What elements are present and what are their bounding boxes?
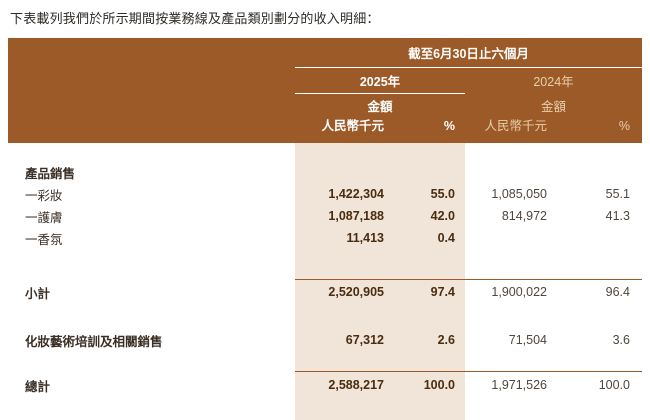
- unit-label-2025: 人民幣千元: [321, 119, 384, 133]
- amount-2024: 814,972: [501, 209, 547, 223]
- pct-label-2025: %: [443, 119, 455, 133]
- amount-2024: 1,971,526: [491, 378, 547, 392]
- table-row-product-sales: 產品銷售: [8, 161, 642, 183]
- amount-label-2025: 金額: [367, 100, 393, 114]
- header-year-row: 2025年 2024年: [8, 68, 642, 94]
- row-label: 一護膚: [25, 210, 63, 225]
- table-row-skincare: 一護膚 1,087,188 42.0 814,972 41.3: [8, 205, 642, 227]
- amount-label-2024: 金額: [540, 100, 566, 114]
- unit-label-2024: 人民幣千元: [484, 119, 547, 133]
- amount-2025: 67,312: [345, 333, 384, 347]
- row-label: 一香氛: [25, 232, 63, 247]
- row-label: 一彩妝: [25, 188, 63, 203]
- amount-2024: 71,504: [508, 333, 547, 347]
- pct-2024: 96.4: [605, 285, 630, 299]
- subtotal-rule-line: [295, 279, 642, 280]
- pct-2024: 41.3: [605, 209, 630, 223]
- pct-2024: 100.0: [598, 378, 630, 392]
- header-amount-row: 金額 金額: [8, 94, 642, 116]
- pct-2025: 0.4: [437, 231, 455, 245]
- table-row-color-cosmetics: 一彩妝 1,422,304 55.0 1,085,050 55.1: [8, 183, 642, 205]
- table-row-total: 總計 2,588,217 100.0 1,971,526 100.0: [8, 372, 642, 398]
- table-header: 截至6月30日止六個月 2025年 2024年 金額 金額 人民幣千元 % 人民…: [8, 38, 642, 143]
- period-header: 截至6月30日止六個月: [295, 38, 642, 68]
- amount-2025: 11,413: [346, 231, 384, 245]
- pct-label-2024: %: [618, 119, 630, 133]
- pct-2024: 3.6: [612, 333, 630, 347]
- pct-2025: 42.0: [430, 209, 455, 223]
- pct-2024: 55.1: [605, 187, 630, 201]
- table-row-subtotal: 小計 2,520,905 97.4 1,900,022 96.4: [8, 280, 642, 304]
- pct-2025: 97.4: [430, 285, 455, 299]
- revenue-table: 截至6月30日止六個月 2025年 2024年 金額 金額 人民幣千元 % 人民…: [8, 38, 642, 420]
- total-rule-line: [295, 371, 642, 372]
- header-period-row: 截至6月30日止六個月: [8, 38, 642, 68]
- year-2024-header: 2024年: [533, 75, 574, 89]
- amount-2025: 1,422,304: [328, 187, 384, 201]
- table-body: 產品銷售 一彩妝 1,422,304 55.0 1,085,050 55.1 一…: [8, 143, 642, 420]
- row-label: 產品銷售: [25, 166, 76, 181]
- amount-2025: 1,087,188: [328, 209, 384, 223]
- amount-2025: 2,520,905: [328, 285, 384, 299]
- highlight-column-2025: [295, 143, 465, 420]
- pct-2025: 100.0: [423, 378, 455, 392]
- amount-2024: 1,085,050: [491, 187, 547, 201]
- intro-text: 下表載列我們於所示期間按業務線及產品類別劃分的收入明細：: [10, 11, 380, 26]
- table-row-makeup-training: 化妝藝術培訓及相關銷售 67,312 2.6 71,504 3.6: [8, 328, 642, 352]
- table-row-fragrance: 一香氛 11,413 0.4: [8, 227, 642, 249]
- year-2025-header: 2025年: [295, 68, 465, 94]
- pct-2025: 2.6: [437, 333, 455, 347]
- row-label: 化妝藝術培訓及相關銷售: [25, 334, 163, 349]
- header-unit-row: 人民幣千元 % 人民幣千元 %: [8, 116, 642, 143]
- row-label: 總計: [25, 379, 51, 394]
- row-label: 小計: [25, 286, 51, 301]
- amount-2025: 2,588,217: [328, 378, 384, 392]
- pct-2025: 55.0: [430, 187, 455, 201]
- amount-2024: 1,900,022: [491, 285, 547, 299]
